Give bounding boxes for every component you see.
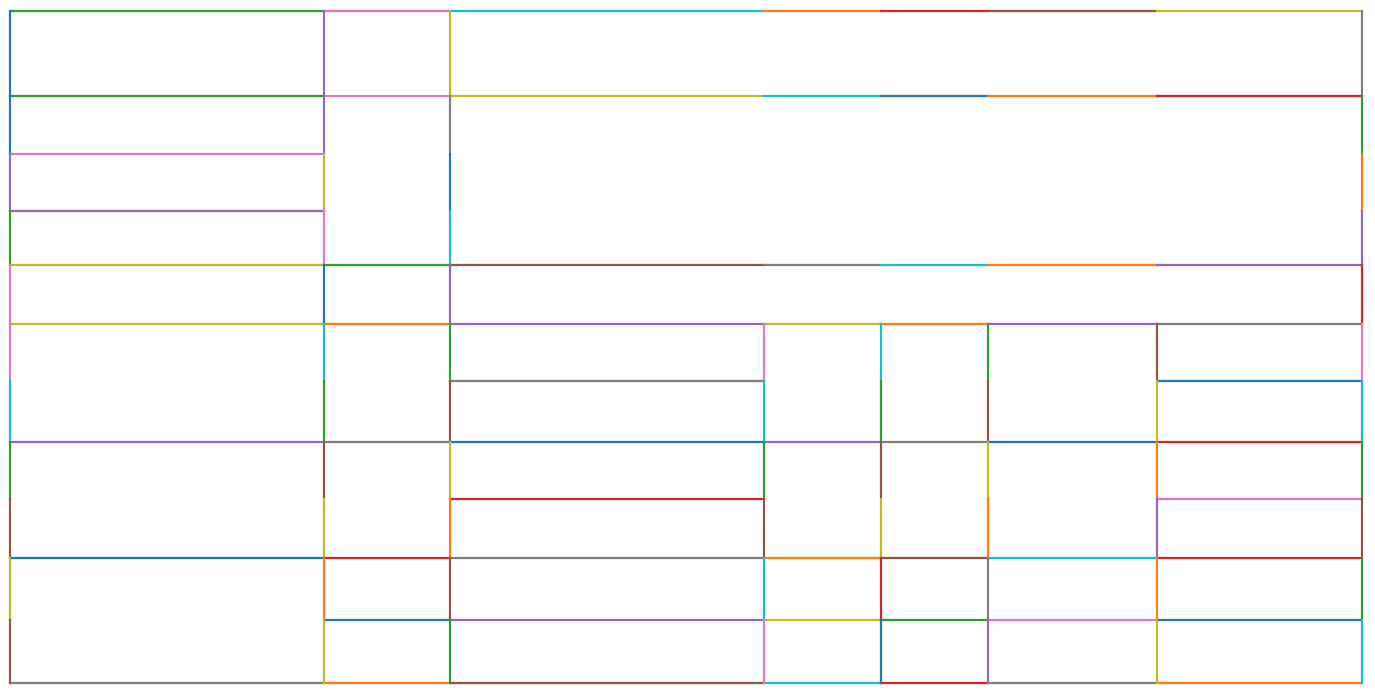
colored-grid-diagram (8, 9, 1364, 685)
